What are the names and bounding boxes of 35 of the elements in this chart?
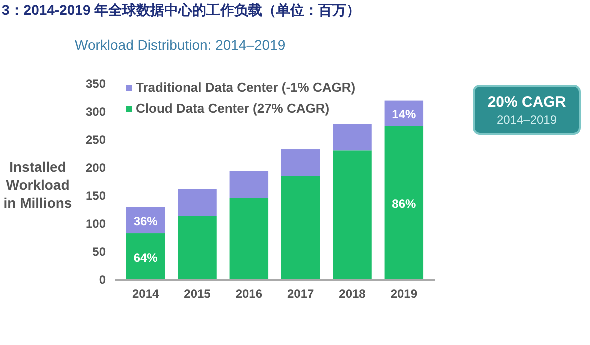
bar [281, 176, 320, 280]
x-tick-label: 2016 [236, 287, 263, 301]
bar [333, 150, 372, 280]
bar [178, 216, 217, 280]
text: 20% CAGR [488, 94, 566, 111]
legend-label: Cloud Data Center (27% CAGR) [136, 101, 330, 116]
annotation: 86% [392, 197, 416, 211]
chart-subtitle: Workload Distribution: 2014–2019 [75, 37, 286, 53]
y-tick-label: 100 [86, 217, 106, 231]
annotation: 36% [134, 214, 158, 228]
x-tick-label: 2017 [287, 287, 315, 301]
x-tick-label: 2018 [339, 287, 366, 301]
y-tick-label: 0 [99, 273, 106, 287]
annotation: 14% [392, 107, 416, 122]
bar [281, 150, 320, 176]
x-tick-label: 2014 [132, 287, 160, 301]
bar [178, 189, 217, 216]
bar [384, 126, 424, 280]
bar [333, 124, 372, 151]
y-axis-title: Installed Workload in Millions [4, 159, 72, 211]
y-tick-label: 200 [86, 161, 106, 175]
x-tick-label: 2019 [390, 287, 418, 301]
bar [126, 234, 166, 280]
y-tick-label: 150 [86, 189, 106, 203]
y-tick-label: 350 [86, 77, 106, 91]
annotation: 64% [134, 250, 158, 265]
y-tick-label: 50 [92, 245, 106, 259]
x-tick-label: 2015 [184, 287, 212, 301]
legend-label: Traditional Data Center (-1% CAGR) [136, 80, 356, 95]
text: 2014–2019 [496, 113, 558, 127]
chart-title: 3：2014-2019 年全球数据中心的工作负载（单位：百万） [2, 2, 361, 18]
y-tick-label: 300 [86, 105, 106, 119]
bar [230, 171, 269, 198]
bar [230, 198, 269, 280]
y-tick-label: 250 [86, 133, 106, 147]
